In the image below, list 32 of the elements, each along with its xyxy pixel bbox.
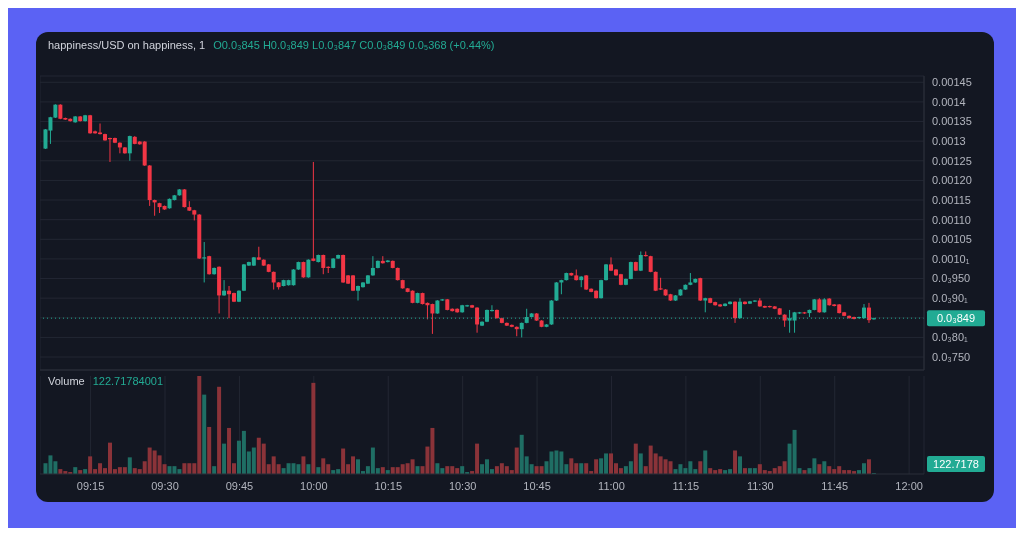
x-tick-label: 10:00 xyxy=(300,479,328,492)
y-tick-label: 0.0₃90₁ xyxy=(932,292,969,305)
x-tick-label: 11:30 xyxy=(746,479,774,492)
x-tick-label: 10:45 xyxy=(523,479,551,492)
text: 122.7178 xyxy=(927,456,985,472)
y-tick-label: 0.0₃750 xyxy=(932,350,971,363)
y-tick-label: 0.00120 xyxy=(932,174,972,187)
y-tick-label: 0.00110 xyxy=(932,213,971,226)
x-tick-label: 11:45 xyxy=(821,479,849,492)
x-tick-label: 09:45 xyxy=(225,479,254,492)
x-tick-label: 12:00 xyxy=(895,479,923,492)
y-tick-label: 0.00135 xyxy=(932,115,972,128)
x-tick-label: 11:15 xyxy=(672,479,700,492)
y-tick-label: 0.0014 xyxy=(932,95,966,108)
y-tick-label: 0.0₃80₁ xyxy=(932,331,969,344)
x-tick-label: 09:15 xyxy=(76,479,105,492)
y-tick-label: 0.00125 xyxy=(932,154,972,167)
y-tick-label: 0.00105 xyxy=(932,233,972,246)
y-tick-label: 0.0013 xyxy=(932,135,966,148)
x-tick-label: 09:30 xyxy=(151,479,179,492)
y-tick-label: 0.0010₁ xyxy=(932,252,970,265)
x-tick-label: 11:00 xyxy=(598,479,625,492)
chart-title: Volume xyxy=(48,375,85,387)
text: O0.0₃845 H0.0₃849 L0.0₃847 C0.0₃849 0.0₅368 (+0.44%) xyxy=(213,39,495,51)
x-tick-label: 10:15 xyxy=(374,479,403,492)
ref-line-label: 0.0₃849 xyxy=(936,312,976,325)
y-tick-label: 0.00145 xyxy=(932,76,972,89)
y-tick-label: 0.0₃950 xyxy=(932,272,971,285)
chart-title: happiness/USD on happiness, 1 xyxy=(48,39,206,51)
x-tick-label: 10:30 xyxy=(448,479,477,492)
annotation: 122.71784001 xyxy=(92,375,164,387)
y-tick-label: 0.00115 xyxy=(932,193,971,206)
